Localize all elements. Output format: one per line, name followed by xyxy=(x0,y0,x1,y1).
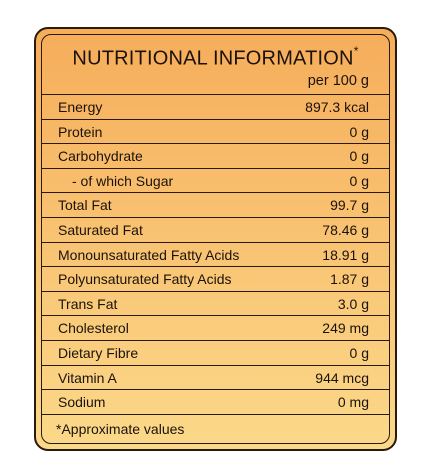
nutrient-name: Total Fat xyxy=(58,197,112,214)
nutrient-value: 3.0 g xyxy=(337,295,369,312)
table-row: Carbohydrate 0 g xyxy=(42,144,389,169)
nutrient-name: Monounsaturated Fatty Acids xyxy=(58,246,240,263)
nutrient-name: Polyunsaturated Fatty Acids xyxy=(58,271,232,288)
nutrient-value: 897.3 kcal xyxy=(305,99,369,115)
nutrient-rows: Energy 897.3 kcal Protein 0 g Carbohydrate… xyxy=(42,95,389,415)
nutrient-name: Protein xyxy=(58,123,103,140)
nutrition-table: NUTRITIONAL INFORMATION* per 100 g Energ… xyxy=(41,34,390,444)
nutrient-name: Vitamin A xyxy=(58,369,117,386)
nutrient-name: Trans Fat xyxy=(58,295,118,312)
table-title: NUTRITIONAL INFORMATION* xyxy=(42,44,389,71)
nutrient-value: 78.46 g xyxy=(322,221,369,238)
title-asterisk: * xyxy=(353,44,359,58)
table-row: Energy 897.3 kcal xyxy=(42,95,389,120)
nutrient-name: Energy xyxy=(58,99,103,115)
table-row: Dietary Fibre 0 g xyxy=(42,341,389,366)
nutrient-name: Saturated Fat xyxy=(58,221,143,238)
nutrient-name: Dietary Fibre xyxy=(58,344,139,361)
nutrient-value: 944 mcg xyxy=(315,369,369,386)
footnote: *Approximate values xyxy=(56,421,185,437)
nutrient-name: Sodium xyxy=(58,394,106,411)
table-row: Monounsaturated Fatty Acids 18.91 g xyxy=(42,243,389,268)
nutrient-value: 249 mg xyxy=(322,320,369,337)
table-row: Saturated Fat 78.46 g xyxy=(42,218,389,243)
nutrient-value: 18.91 g xyxy=(322,246,369,263)
table-row: Total Fat 99.7 g xyxy=(42,193,389,218)
table-row: Vitamin A 944 mcg xyxy=(42,366,389,391)
nutrient-value: 0 mg xyxy=(337,394,369,411)
nutrient-name: - of which Sugar xyxy=(72,172,174,189)
nutrient-value: 0 g xyxy=(349,148,369,165)
table-row: Sodium 0 mg xyxy=(42,390,389,415)
nutrient-value: 0 g xyxy=(349,172,369,189)
table-row: Cholesterol 249 mg xyxy=(42,316,389,341)
table-header: NUTRITIONAL INFORMATION* per 100 g xyxy=(42,35,389,95)
nutrient-value: 0 g xyxy=(349,123,369,140)
table-row: Polyunsaturated Fatty Acids 1.87 g xyxy=(42,267,389,292)
nutrient-value: 0 g xyxy=(349,344,369,361)
nutrition-label: NUTRITIONAL INFORMATION* per 100 g Energ… xyxy=(34,27,397,451)
serving-basis: per 100 g xyxy=(307,73,369,89)
table-row: - of which Sugar 0 g xyxy=(42,169,389,194)
title-text: NUTRITIONAL INFORMATION xyxy=(72,47,354,70)
nutrient-value: 99.7 g xyxy=(330,197,369,214)
table-row: Protein 0 g xyxy=(42,120,389,145)
nutrient-value: 1.87 g xyxy=(330,271,369,288)
nutrient-name: Cholesterol xyxy=(58,320,129,337)
nutrient-name: Carbohydrate xyxy=(58,148,143,165)
table-row: Trans Fat 3.0 g xyxy=(42,292,389,317)
